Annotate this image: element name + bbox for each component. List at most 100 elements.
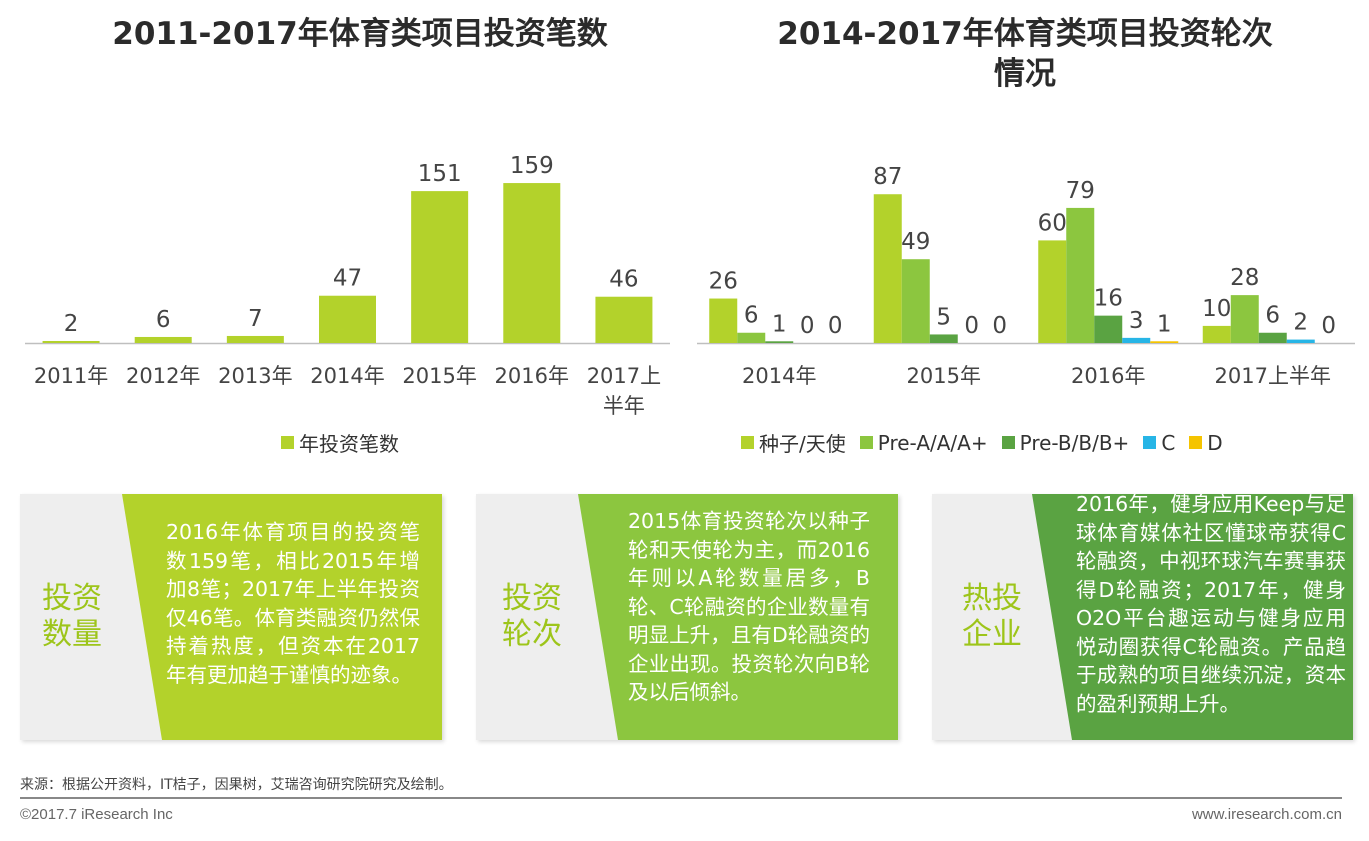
category-label: 2013年 [218,364,292,388]
category-label: 2015年 [402,364,476,388]
category-label: 2017上半年 [1215,364,1331,388]
data-label: 1 [1157,311,1172,337]
card-text: 2016年，健身应用Keep与足球体育媒体社区懂球帝获得C轮融资，中视环球汽车赛… [1076,494,1346,716]
legend-item: D [1189,430,1223,455]
category-label: 2012年 [126,364,200,388]
summary-card-investment-count: 投资 数量 2016年体育项目的投资笔数159笔，相比2015年增加8笔；2017… [20,494,442,740]
chart-title-investment-rounds: 2014-2017年体育类项目投资轮次 情况 [730,14,1320,94]
title-line: 情况 [994,56,1056,92]
data-label: 0 [800,313,815,339]
data-label: 46 [609,267,638,293]
card-band [578,494,898,740]
bar [765,341,794,343]
source-note: 来源：根据公开资料，IT桔子，因果树，艾瑞咨询研究院研究及绘制。 [20,777,453,793]
legend-label: Pre-B/B/B+ [1019,430,1130,455]
card-label-line: 热投 [962,581,1022,616]
category-label: 2011年 [34,364,108,388]
legend-swatch [1189,436,1203,449]
card-label: 热投 企业 [962,494,1042,740]
website-link[interactable]: www.iresearch.com.cn [1191,806,1342,823]
card-label-line: 投资 [42,581,102,616]
legend-item: C [1143,431,1175,455]
data-label: 0 [992,313,1007,339]
legend-item: 年投资笔数 [281,428,399,457]
card-text: 2015体育投资轮次以种子轮和天使轮为主，而2016年则以A轮数量居多，B轮、C… [628,509,870,704]
bar [42,340,100,343]
copyright-text: ©2017.7 iResearch Inc [20,806,173,823]
card-band [1032,494,1353,740]
data-label: 2 [1293,310,1308,336]
data-label: 159 [510,153,554,179]
legend-label: Pre-A/A/A+ [877,430,988,455]
bar [226,335,284,343]
bar [134,336,192,343]
legend-item: Pre-A/A/A+ [859,430,988,455]
summary-card-hot-companies: 热投 企业 2016年，健身应用Keep与足球体育媒体社区懂球帝获得C轮融资，中视… [932,494,1353,740]
category-label: 2016年 [495,364,569,388]
bar [1038,240,1067,343]
bar [929,334,958,343]
bar [1258,332,1287,343]
bar [1230,295,1259,343]
data-label: 0 [828,313,843,339]
card-label-line: 数量 [42,617,102,652]
card-label: 投资 数量 [42,494,122,740]
data-label: 1 [772,311,787,337]
bar [1286,339,1315,343]
bar [709,298,738,343]
bar [595,296,653,343]
legend-swatch [1001,436,1015,449]
data-label: 49 [901,229,930,255]
data-label: 6 [1265,303,1280,329]
bar [873,194,902,343]
bar [1094,315,1123,343]
data-label: 47 [333,266,362,292]
data-label: 3 [1129,308,1144,334]
bar [1150,341,1179,343]
bar-chart-investment-count: 2 2011年 6 2012年 7 2013年 47 2014年 151 2015年 159 2016… [25,153,670,418]
card-label-line: 企业 [962,617,1022,652]
legend-investment-count: 年投资笔数 [281,428,413,457]
legend-label: C [1161,430,1176,455]
legend-swatch [859,436,873,449]
bar [1066,207,1095,343]
title-line: 2014-2017年体育类项目投资轮次 [777,16,1273,52]
bar [319,295,376,343]
summary-card-investment-rounds: 投资 轮次 2015体育投资轮次以种子轮和天使轮为主，而2016年则以A轮数量居多… [476,494,898,740]
category-label: 2014年 [742,364,816,388]
data-label: 5 [936,304,951,330]
card-band [122,494,442,740]
legend-investment-rounds: 种子/天使 Pre-A/A/A+ Pre-B/B/B+ C D [741,428,1237,457]
data-label: 79 [1066,178,1095,204]
card-text: 2016年体育项目的投资笔数159笔，相比2015年增加8笔；2017年上半年投… [166,520,420,687]
data-label: 6 [156,307,171,333]
data-label: 26 [709,269,738,295]
data-label: 60 [1038,210,1067,236]
data-label: 87 [873,164,902,190]
legend-label: D [1207,430,1223,455]
legend-item: 种子/天使 [741,428,846,457]
legend-swatch [1143,436,1157,449]
category-label: 半年 [603,394,645,418]
card-label: 投资 轮次 [502,494,582,740]
card-label-line: 投资 [502,581,562,616]
bar [411,191,469,343]
bar [737,332,766,343]
category-label: 2017上 [587,364,661,388]
category-label: 2016年 [1071,364,1145,388]
data-label: 7 [248,306,263,332]
bar [901,259,930,343]
data-label: 0 [964,313,979,339]
data-label: 6 [744,303,759,329]
data-label: 10 [1202,296,1231,322]
bar [1122,337,1151,343]
category-label: 2015年 [907,364,981,388]
legend-swatch [741,436,754,449]
data-label: 151 [418,161,462,187]
data-label: 28 [1230,265,1259,291]
legend-swatch [281,436,294,449]
legend-label: 年投资笔数 [299,432,399,456]
legend-label: 种子/天使 [759,432,846,456]
category-label: 2014年 [310,364,384,388]
